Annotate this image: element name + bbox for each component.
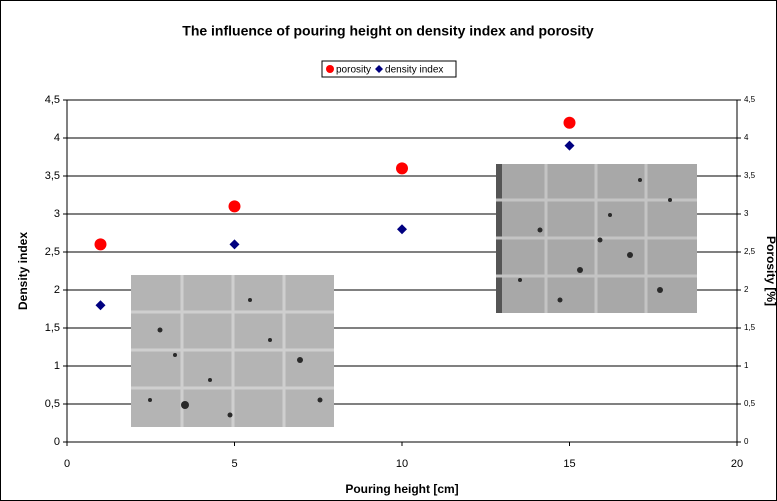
photo-texture: [496, 164, 697, 313]
x-tick-label: 5: [231, 458, 237, 470]
y-tick-label: 3: [54, 208, 60, 220]
legend-marker: [375, 65, 384, 73]
y2-tick-label: 2: [744, 285, 749, 294]
photo-texture: [131, 275, 334, 427]
y2-tick-label: 1,5: [744, 323, 756, 332]
point: [396, 162, 408, 175]
legend-label: density index: [385, 65, 443, 76]
photo-right: [496, 164, 697, 313]
point: [228, 200, 241, 213]
photo-left: [131, 275, 334, 427]
legend: porosity density index: [321, 60, 457, 78]
point: [564, 140, 575, 151]
y-tick-label: 1: [54, 360, 60, 372]
chart-title: The influence of pouring height on densi…: [182, 23, 594, 39]
y-tick-label: 4,5: [45, 94, 60, 106]
photo-pores: [148, 298, 323, 418]
x-axis-label: Pouring height [cm]: [345, 482, 458, 496]
x-tick-label: 20: [731, 458, 743, 470]
point: [94, 238, 107, 251]
y2-axis-label: Porosity [%]: [764, 236, 777, 306]
x-tick-label: 0: [64, 458, 70, 470]
y-tick-label: 1,5: [45, 322, 60, 334]
x-tick-label: 15: [563, 458, 575, 470]
y-tick-label: 0: [54, 436, 60, 448]
y2-tick-label: 1: [744, 361, 749, 370]
y2-tick-label: 3,5: [744, 171, 756, 180]
point: [95, 300, 106, 311]
legend-label: porosity: [336, 65, 371, 76]
y-tick-label: 2,5: [45, 246, 60, 258]
point: [397, 224, 407, 235]
y-axis-label: Density index: [16, 232, 30, 310]
y2-tick-label: 4,5: [744, 95, 756, 104]
legend-box: [321, 60, 457, 78]
y-tick-label: 2: [54, 284, 60, 296]
y2-tick-label: 0,5: [744, 399, 756, 408]
y-tick-label: 3,5: [45, 170, 60, 182]
x-tick-label: 10: [396, 458, 408, 470]
point: [229, 239, 240, 250]
point: [563, 116, 576, 129]
y2-tick-label: 2,5: [744, 247, 756, 256]
photo-pores: [518, 178, 672, 303]
marks: [94, 116, 576, 311]
y-tick-label: 4: [54, 132, 60, 144]
legend-marker: [326, 65, 334, 73]
y2-tick-label: 0: [744, 437, 749, 446]
y2-tick-label: 3: [744, 209, 749, 218]
y-tick-label: 0,5: [45, 398, 60, 410]
y2-tick-label: 4: [744, 133, 749, 142]
